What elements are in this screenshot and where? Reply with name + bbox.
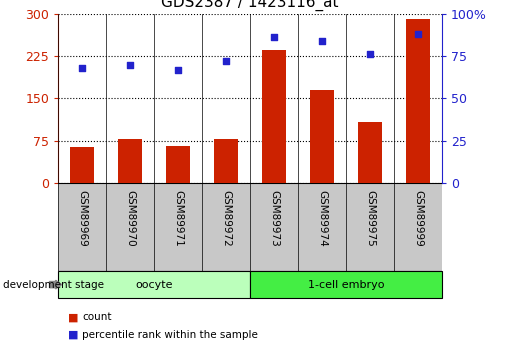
Text: count: count xyxy=(82,313,112,322)
Text: ■: ■ xyxy=(68,330,79,339)
Text: GSM89973: GSM89973 xyxy=(269,190,279,247)
Bar xyxy=(58,271,250,298)
Text: oocyte: oocyte xyxy=(135,280,173,289)
Bar xyxy=(166,146,190,183)
Text: GSM89972: GSM89972 xyxy=(221,190,231,247)
Text: GSM89974: GSM89974 xyxy=(317,190,327,247)
Point xyxy=(318,38,326,43)
Point xyxy=(174,67,182,72)
Text: ■: ■ xyxy=(68,313,79,322)
Bar xyxy=(118,139,142,183)
Text: percentile rank within the sample: percentile rank within the sample xyxy=(82,330,258,339)
Bar xyxy=(70,147,94,183)
Point xyxy=(270,35,278,40)
Text: development stage: development stage xyxy=(3,280,104,289)
Bar xyxy=(214,139,238,183)
Title: GDS2387 / 1423116_at: GDS2387 / 1423116_at xyxy=(161,0,339,11)
Bar xyxy=(262,50,286,183)
Text: 1-cell embryo: 1-cell embryo xyxy=(308,280,384,289)
Text: GSM89999: GSM89999 xyxy=(413,190,423,247)
Text: GSM89970: GSM89970 xyxy=(125,190,135,247)
Bar xyxy=(358,122,382,183)
Point xyxy=(222,58,230,64)
Bar xyxy=(250,271,442,298)
Bar xyxy=(406,19,430,183)
Point xyxy=(414,31,422,37)
Point xyxy=(126,62,134,67)
Bar xyxy=(310,90,334,183)
Text: GSM89971: GSM89971 xyxy=(173,190,183,247)
Point xyxy=(366,52,374,57)
Point xyxy=(78,65,86,71)
Text: GSM89969: GSM89969 xyxy=(77,190,87,247)
Text: GSM89975: GSM89975 xyxy=(365,190,375,247)
